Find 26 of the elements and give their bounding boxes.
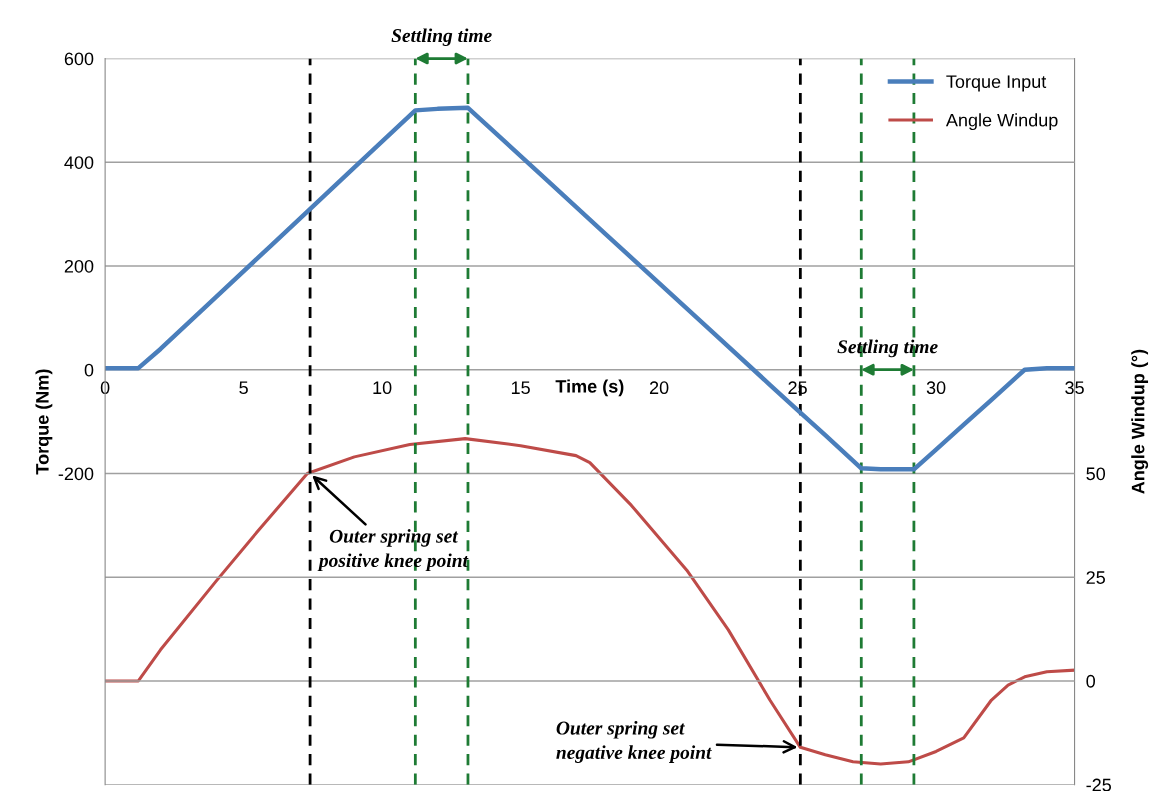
line-series [105,437,1075,766]
y2-axis-title: Angle Windup (°) [1131,349,1149,494]
y-axis-title: Torque (Nm) [35,369,53,475]
x-tick-label: 20 [649,381,669,395]
annotation: Settling time [837,339,938,358]
x-tick-label: 0 [100,381,110,395]
y2-tick-label: -25 [1086,778,1112,791]
y2-tick-label: 50 [1086,467,1106,481]
y-tick-label: 600 [64,52,94,66]
x-tick-label: 35 [1065,381,1084,395]
x-tick-label: 5 [239,381,248,395]
y-tick-label: 200 [64,259,94,273]
y2-tick-label: 0 [1086,674,1096,688]
text: Settling time [391,28,492,47]
legend-label: Torque Input [946,75,1047,92]
legend-label: Angle Windup [945,113,1058,131]
x-axis-title: Time (s) [555,379,624,397]
y-tick-label: 400 [64,156,94,169]
x-tick-label: 30 [926,381,946,395]
y2-tick-label: 25 [1086,571,1105,584]
annotation: Outer spring set negative knee point [556,720,712,763]
x-tick-label: 10 [373,381,392,395]
x-tick-label: 15 [511,381,530,395]
y-tick-label: 0 [84,363,94,377]
y-tick-label: -200 [58,467,94,481]
annotation: Outer spring set positive knee point [317,529,469,572]
